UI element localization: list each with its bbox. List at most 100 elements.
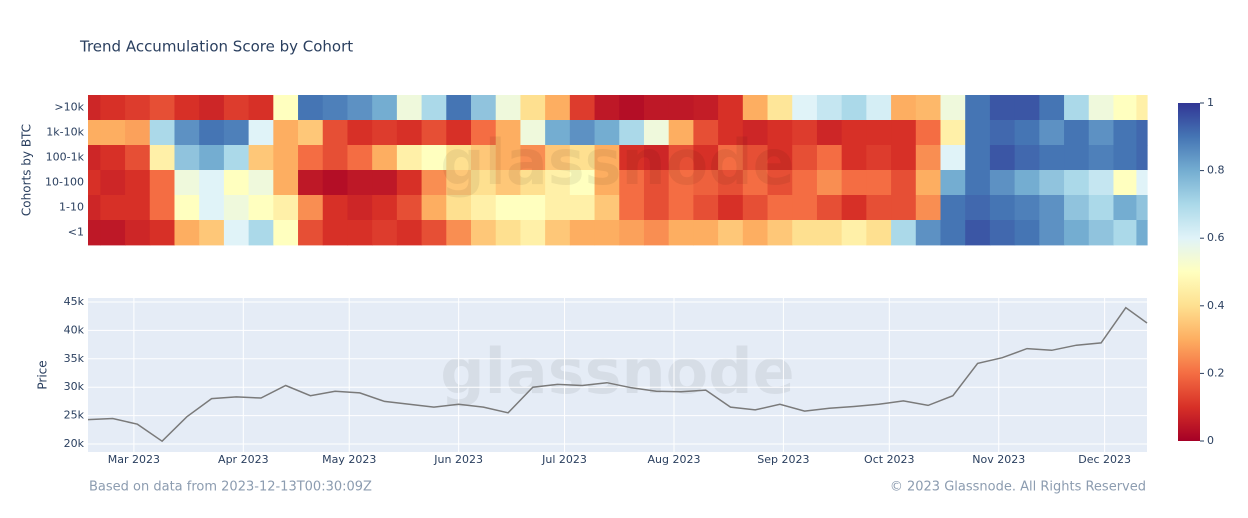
y-tick-label: <1 [68, 226, 84, 239]
heatmap-cell [322, 195, 349, 221]
heatmap-cell [767, 95, 793, 121]
watermark: glassnode [440, 335, 794, 408]
heatmap-cell [668, 170, 694, 196]
heatmap-cell [965, 170, 991, 196]
heatmap-cell [1088, 95, 1115, 121]
heatmap-cell [594, 220, 620, 246]
heatmap-cell [322, 120, 349, 146]
heatmap-cell [1113, 220, 1138, 246]
heatmap-cell [866, 145, 892, 171]
heatmap-cell [520, 95, 546, 121]
colorbar [1178, 103, 1200, 441]
heatmap-cell [742, 145, 769, 171]
x-tick-label: Jun 2023 [433, 453, 483, 466]
heatmap-cell [619, 195, 645, 221]
heatmap-cell [792, 120, 818, 146]
heatmap-cell [594, 195, 620, 221]
heatmap-cell [940, 95, 966, 121]
heatmap-cell [322, 170, 349, 196]
heatmap-cell [495, 170, 522, 196]
heatmap-cell [372, 220, 398, 246]
heatmap-cell [742, 220, 769, 246]
heatmap-cell [545, 95, 571, 121]
heatmap-cell [693, 220, 719, 246]
heatmap-cell [1014, 120, 1040, 146]
heatmap-cell [668, 95, 694, 121]
heatmap-cell [1136, 195, 1148, 221]
heatmap-cell [100, 220, 126, 246]
heatmap-cell [1064, 120, 1090, 146]
heatmap-cell [594, 95, 620, 121]
heatmap-cell [1039, 220, 1065, 246]
heatmap-cell [520, 120, 546, 146]
heatmap-cell [594, 120, 620, 146]
heatmap-cell [248, 120, 274, 146]
x-tick-label: Apr 2023 [218, 453, 269, 466]
heatmap-cell [693, 120, 719, 146]
heatmap-cell [792, 220, 818, 246]
heatmap-cell [88, 195, 101, 221]
heatmap-cell [841, 95, 867, 121]
heatmap-cell [767, 220, 793, 246]
heatmap-cell [1064, 95, 1090, 121]
heatmap-cell [125, 195, 151, 221]
heatmap-cell [372, 145, 398, 171]
heatmap-cell [1113, 195, 1138, 221]
heatmap-cell [149, 220, 176, 246]
colorbar-tick-label: 1 [1207, 96, 1214, 109]
heatmap-cell [718, 120, 744, 146]
heatmap-cell [1064, 170, 1090, 196]
heatmap-cell [619, 170, 645, 196]
heatmap-cell [1039, 195, 1065, 221]
heatmap-cell [273, 95, 299, 121]
heatmap-cell [545, 170, 571, 196]
heatmap-cell [767, 195, 793, 221]
heatmap-cell [940, 120, 966, 146]
heatmap-cell [693, 170, 719, 196]
heatmap-cell [841, 120, 867, 146]
heatmap-cell [1136, 120, 1148, 146]
heatmap-cell [372, 120, 398, 146]
heatmap-cell [1113, 170, 1138, 196]
heatmap-cell [372, 195, 398, 221]
heatmap-cell [1014, 195, 1040, 221]
colorbar-tick-label: 0.6 [1207, 231, 1225, 244]
heatmap-cell [742, 170, 769, 196]
y-tick-label: 30k [64, 380, 85, 393]
chart-title: Trend Accumulation Score by Cohort [79, 38, 353, 56]
heatmap-cell [149, 170, 176, 196]
heatmap-cell [841, 170, 867, 196]
heatmap-cell [372, 170, 398, 196]
y-tick-label: 35k [64, 352, 85, 365]
heatmap-cell [223, 95, 250, 121]
heatmap-cell [520, 220, 546, 246]
heatmap-cell [569, 120, 596, 146]
y-tick-label: >10k [54, 101, 84, 114]
heatmap-cell [619, 220, 645, 246]
heatmap-cell [223, 120, 250, 146]
colorbar-tick-label: 0.2 [1207, 366, 1225, 379]
heatmap-cell [742, 195, 769, 221]
heatmap-cell [298, 145, 324, 171]
heatmap-cell [125, 95, 151, 121]
x-tick-label: May 2023 [322, 453, 376, 466]
heatmap-cell [1039, 145, 1065, 171]
heatmap-cell [643, 145, 670, 171]
heatmap-cell [421, 170, 447, 196]
heatmap-cell [396, 195, 423, 221]
heatmap-cell [495, 195, 522, 221]
heatmap-cell [100, 95, 126, 121]
heatmap-cell [347, 195, 373, 221]
heatmap-cell [693, 145, 719, 171]
heatmap-cell [891, 195, 917, 221]
heatmap-cell [915, 145, 942, 171]
heatmap-cell [322, 95, 349, 121]
heatmap-cell [545, 220, 571, 246]
heatmap-cell [347, 95, 373, 121]
heatmap-cell [1088, 220, 1115, 246]
x-tick-label: Dec 2023 [1078, 453, 1131, 466]
heatmap-cell [940, 145, 966, 171]
heatmap-cell [471, 170, 497, 196]
heatmap-cell [125, 170, 151, 196]
heatmap-cell [619, 95, 645, 121]
